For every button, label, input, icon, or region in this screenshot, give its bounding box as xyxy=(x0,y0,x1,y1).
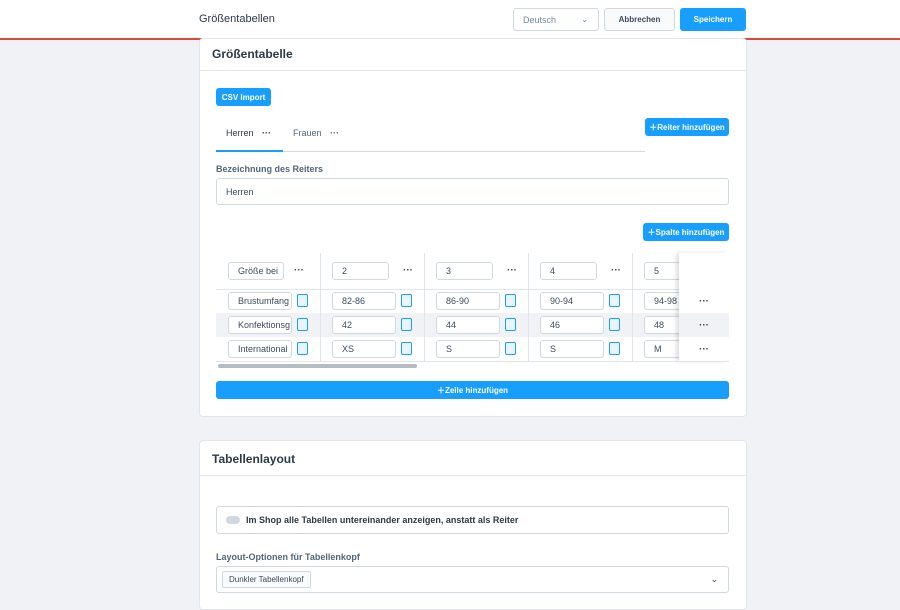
tab-label: Herren xyxy=(226,128,254,138)
add-row-label: Zeile hinzufügen xyxy=(444,385,509,395)
cell-settings[interactable] xyxy=(401,318,412,331)
table-bottom xyxy=(216,361,729,362)
csv-import-button[interactable]: CSV Import xyxy=(216,88,271,106)
column-menu[interactable]: ··· xyxy=(507,265,517,276)
tab[interactable]: Frauen ··· xyxy=(293,128,340,138)
page-title: Größentabellen xyxy=(199,13,275,25)
row-menu[interactable]: ··· xyxy=(699,320,709,331)
header-input[interactable]: Größe bei xyxy=(228,262,284,280)
add-column-button[interactable]: ＋ Spalte hinzufügen xyxy=(643,223,729,241)
top-bar: Größentabellen Deutsch ⌄ Abbrechen Speich… xyxy=(0,0,900,40)
save-button[interactable]: Speichern xyxy=(680,8,746,31)
column-menu[interactable]: ··· xyxy=(294,265,304,276)
cell-input[interactable]: S xyxy=(436,340,500,358)
card-title: Größentabelle xyxy=(212,47,293,61)
scrollbar[interactable] xyxy=(218,364,417,368)
cell-input[interactable]: 94-98 xyxy=(644,292,679,310)
cell-input[interactable]: 48 xyxy=(644,316,679,334)
cell-input[interactable]: 86-90 xyxy=(436,292,500,310)
cell-settings[interactable] xyxy=(609,342,620,355)
column-divider xyxy=(424,253,425,361)
column-menu[interactable]: ··· xyxy=(611,265,621,276)
cell-input[interactable]: S xyxy=(540,340,604,358)
cell-settings[interactable] xyxy=(505,318,516,331)
add-tab-button[interactable]: ＋ Reiter hinzufügen xyxy=(645,118,729,136)
cell-input[interactable]: 42 xyxy=(332,316,396,334)
cell-input[interactable]: 44 xyxy=(436,316,500,334)
cell-input[interactable]: International xyxy=(228,340,292,358)
language-value: Deutsch xyxy=(523,14,557,25)
tab-line xyxy=(216,151,645,152)
column-menu[interactable]: ··· xyxy=(403,265,413,276)
cell-settings[interactable] xyxy=(401,342,412,355)
cell-input[interactable]: M xyxy=(644,340,679,358)
field-label: Layout-Optionen für Tabellenkopf xyxy=(216,552,360,562)
card-title: Tabellenlayout xyxy=(212,452,296,466)
header-input[interactable]: 5 xyxy=(644,262,679,280)
column-divider xyxy=(528,253,529,361)
cell-input[interactable]: Brustumfang xyxy=(228,292,292,310)
toggle-label: Im Shop alle Tabellen untereinander anze… xyxy=(246,515,519,525)
field-label: Bezeichnung des Reiters xyxy=(216,164,324,174)
cell-settings[interactable] xyxy=(401,294,412,307)
row-menu[interactable]: ··· xyxy=(699,296,709,307)
cell-settings[interactable] xyxy=(609,294,620,307)
cell-settings[interactable] xyxy=(505,294,516,307)
cell-settings[interactable] xyxy=(609,318,620,331)
row-menu[interactable]: ··· xyxy=(699,344,709,355)
add-row-button[interactable]: ＋ Zeile hinzufügen xyxy=(216,381,729,399)
toggle-box: Im Shop alle Tabellen untereinander anze… xyxy=(216,506,729,534)
chevron: ⌄ xyxy=(581,15,588,24)
divider xyxy=(199,475,747,476)
active-tab-indicator xyxy=(216,150,283,152)
selected-option: Dunkler Tabellenkopf xyxy=(222,571,311,588)
layout-select[interactable]: Dunkler Tabellenkopf ⌄ xyxy=(216,566,729,593)
cell-input[interactable]: XS xyxy=(332,340,396,358)
cell-input[interactable]: 46 xyxy=(540,316,604,334)
tab-name-input[interactable]: Herren xyxy=(216,178,729,205)
divider xyxy=(199,70,747,71)
cell-settings[interactable] xyxy=(297,294,308,307)
tab[interactable]: Herren ··· xyxy=(226,128,272,138)
header-input[interactable]: 4 xyxy=(540,262,597,280)
add-column-label: Spalte hinzufügen xyxy=(655,227,725,237)
chevron: ⌄ xyxy=(710,574,718,584)
cell-settings[interactable] xyxy=(297,318,308,331)
toggle-switch[interactable] xyxy=(226,516,240,524)
add-tab-label: Reiter hinzufügen xyxy=(657,122,725,132)
cell-settings[interactable] xyxy=(297,342,308,355)
cell-input[interactable]: Konfektionsg xyxy=(228,316,292,334)
cell-settings[interactable] xyxy=(505,342,516,355)
row-actions: ··· ··· ··· xyxy=(679,253,729,361)
language-select[interactable]: Deutsch ⌄ xyxy=(513,8,599,31)
cell-input[interactable]: 90-94 xyxy=(540,292,604,310)
column-divider xyxy=(632,253,633,361)
header-divider xyxy=(216,289,679,290)
tab-label: Frauen xyxy=(293,128,322,138)
column-divider xyxy=(320,253,321,361)
cell-input[interactable]: 82-86 xyxy=(332,292,396,310)
header-input[interactable]: 3 xyxy=(436,262,493,280)
table-scroll: Größe bei···2···3···4···5···Brustumfang8… xyxy=(216,253,679,363)
header-input[interactable]: 2 xyxy=(332,262,389,280)
cancel-button[interactable]: Abbrechen xyxy=(604,8,675,31)
